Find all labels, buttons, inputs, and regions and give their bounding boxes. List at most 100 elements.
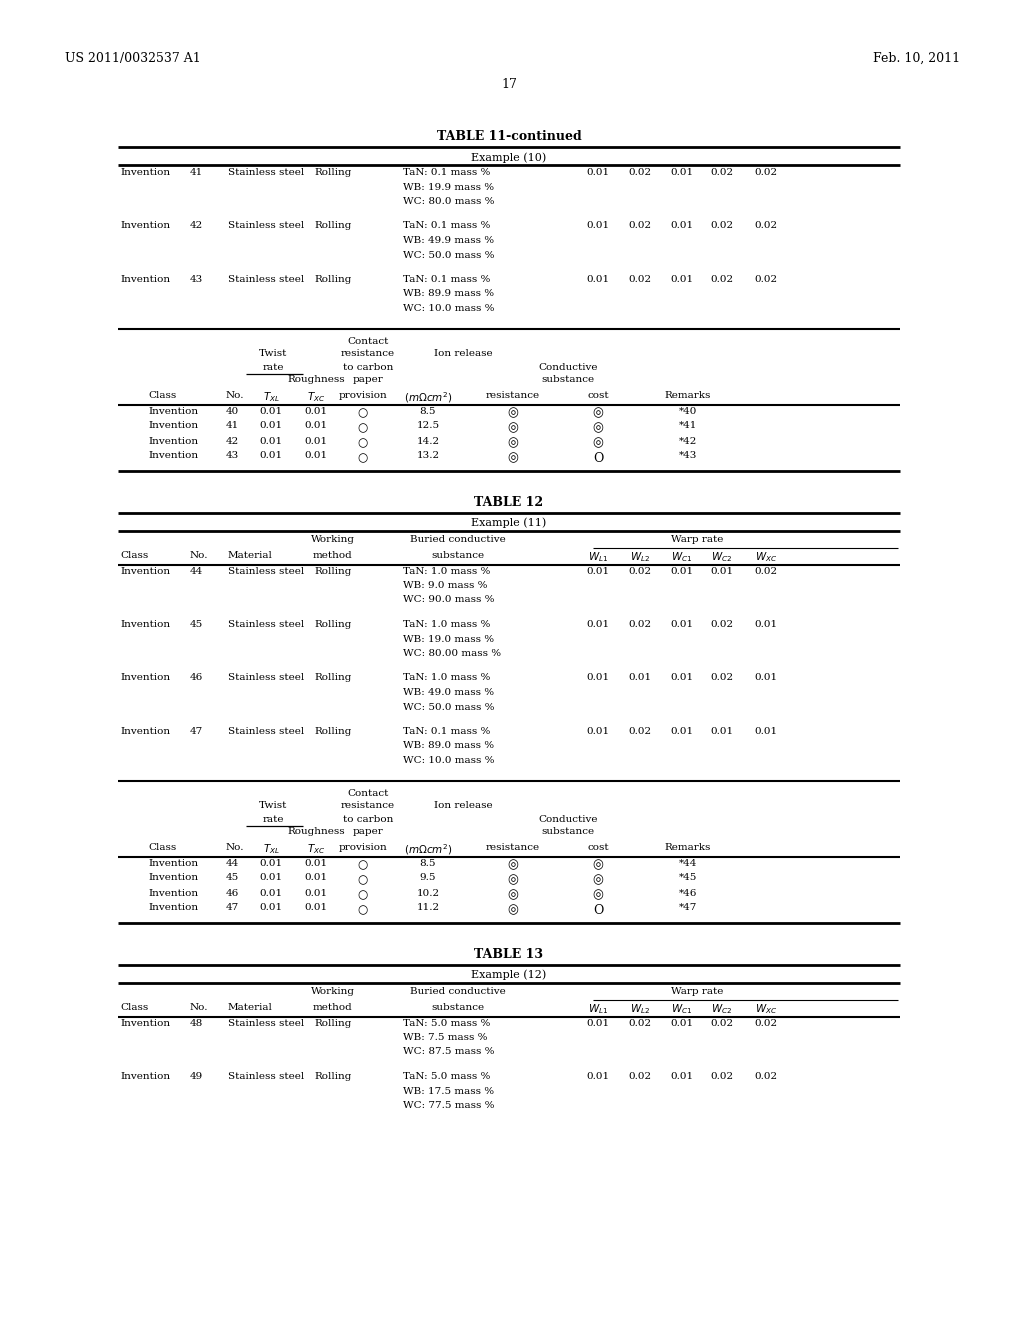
Text: $W_{XC}$: $W_{XC}$: [755, 550, 777, 565]
Text: Stainless steel: Stainless steel: [228, 1019, 304, 1027]
Text: 0.01: 0.01: [587, 566, 609, 576]
Text: to carbon: to carbon: [343, 363, 393, 371]
Text: Example (12): Example (12): [471, 969, 547, 979]
Text: substance: substance: [542, 375, 595, 384]
Text: WC: 87.5 mass %: WC: 87.5 mass %: [403, 1048, 495, 1056]
Text: Invention: Invention: [120, 727, 170, 737]
Text: 0.01: 0.01: [259, 888, 283, 898]
Text: 0.01: 0.01: [259, 421, 283, 430]
Text: Rolling: Rolling: [314, 673, 351, 682]
Text: provision: provision: [339, 391, 387, 400]
Text: Stainless steel: Stainless steel: [228, 222, 304, 231]
Text: TABLE 12: TABLE 12: [474, 495, 544, 508]
Text: $W_{C1}$: $W_{C1}$: [672, 1002, 692, 1016]
Text: 9.5: 9.5: [420, 874, 436, 883]
Text: 43: 43: [226, 451, 240, 461]
Text: TABLE 13: TABLE 13: [474, 948, 544, 961]
Text: 0.01: 0.01: [259, 858, 283, 867]
Text: 42: 42: [226, 437, 240, 446]
Text: Class: Class: [148, 842, 176, 851]
Text: Invention: Invention: [148, 874, 198, 883]
Text: WB: 9.0 mass %: WB: 9.0 mass %: [403, 581, 487, 590]
Text: $W_{L1}$: $W_{L1}$: [588, 1002, 608, 1016]
Text: 8.5: 8.5: [420, 407, 436, 416]
Text: cost: cost: [587, 842, 609, 851]
Text: 48: 48: [190, 1019, 203, 1027]
Text: $W_{XC}$: $W_{XC}$: [755, 1002, 777, 1016]
Text: Twist: Twist: [259, 350, 287, 359]
Text: 10.2: 10.2: [417, 888, 439, 898]
Text: WB: 89.0 mass %: WB: 89.0 mass %: [403, 742, 495, 751]
Text: 0.01: 0.01: [304, 888, 328, 898]
Text: ◎: ◎: [593, 421, 603, 434]
Text: resistance: resistance: [486, 391, 540, 400]
Text: $T_{XL}$: $T_{XL}$: [262, 842, 280, 857]
Text: 0.01: 0.01: [587, 222, 609, 231]
Text: Feb. 10, 2011: Feb. 10, 2011: [872, 51, 961, 65]
Text: 0.01: 0.01: [587, 168, 609, 177]
Text: substance: substance: [542, 828, 595, 837]
Text: ◎: ◎: [508, 858, 518, 871]
Text: 47: 47: [226, 903, 240, 912]
Text: ◎: ◎: [508, 407, 518, 420]
Text: Invention: Invention: [120, 222, 170, 231]
Text: US 2011/0032537 A1: US 2011/0032537 A1: [65, 51, 201, 65]
Text: ◎: ◎: [508, 421, 518, 434]
Text: 8.5: 8.5: [420, 858, 436, 867]
Text: O: O: [593, 903, 603, 916]
Text: Invention: Invention: [148, 421, 198, 430]
Text: ○: ○: [357, 437, 368, 450]
Text: 0.01: 0.01: [259, 451, 283, 461]
Text: 0.02: 0.02: [711, 1019, 733, 1027]
Text: 0.02: 0.02: [755, 222, 777, 231]
Text: Stainless steel: Stainless steel: [228, 673, 304, 682]
Text: 11.2: 11.2: [417, 903, 439, 912]
Text: 0.01: 0.01: [671, 1072, 693, 1081]
Text: $T_{XC}$: $T_{XC}$: [307, 842, 326, 857]
Text: *42: *42: [679, 437, 697, 446]
Text: 0.02: 0.02: [629, 168, 651, 177]
Text: rate: rate: [262, 814, 284, 824]
Text: 45: 45: [226, 874, 240, 883]
Text: 0.02: 0.02: [755, 168, 777, 177]
Text: ◎: ◎: [508, 451, 518, 465]
Text: 40: 40: [226, 407, 240, 416]
Text: ○: ○: [357, 451, 368, 465]
Text: Remarks: Remarks: [665, 842, 712, 851]
Text: 47: 47: [190, 727, 203, 737]
Text: WB: 19.9 mass %: WB: 19.9 mass %: [403, 182, 495, 191]
Text: *45: *45: [679, 874, 697, 883]
Text: WC: 90.0 mass %: WC: 90.0 mass %: [403, 595, 495, 605]
Text: $(m\Omega cm^2)$: $(m\Omega cm^2)$: [403, 391, 453, 405]
Text: 0.01: 0.01: [304, 451, 328, 461]
Text: 0.01: 0.01: [671, 620, 693, 630]
Text: Rolling: Rolling: [314, 168, 351, 177]
Text: Example (11): Example (11): [471, 517, 547, 528]
Text: Invention: Invention: [120, 1019, 170, 1027]
Text: $T_{XC}$: $T_{XC}$: [307, 391, 326, 404]
Text: 0.02: 0.02: [755, 275, 777, 284]
Text: 42: 42: [190, 222, 203, 231]
Text: Material: Material: [228, 550, 272, 560]
Text: 0.02: 0.02: [629, 1072, 651, 1081]
Text: Invention: Invention: [120, 168, 170, 177]
Text: WB: 49.9 mass %: WB: 49.9 mass %: [403, 236, 495, 246]
Text: 0.01: 0.01: [259, 874, 283, 883]
Text: No.: No.: [226, 842, 245, 851]
Text: 0.01: 0.01: [304, 903, 328, 912]
Text: TaN: 0.1 mass %: TaN: 0.1 mass %: [403, 168, 490, 177]
Text: Contact: Contact: [347, 788, 389, 797]
Text: Stainless steel: Stainless steel: [228, 275, 304, 284]
Text: 0.02: 0.02: [629, 566, 651, 576]
Text: 0.01: 0.01: [711, 727, 733, 737]
Text: Twist: Twist: [259, 801, 287, 810]
Text: 0.01: 0.01: [587, 275, 609, 284]
Text: TaN: 5.0 mass %: TaN: 5.0 mass %: [403, 1019, 490, 1027]
Text: Working: Working: [311, 987, 355, 997]
Text: 0.01: 0.01: [671, 168, 693, 177]
Text: WB: 89.9 mass %: WB: 89.9 mass %: [403, 289, 495, 298]
Text: Warp rate: Warp rate: [671, 536, 723, 544]
Text: 41: 41: [190, 168, 203, 177]
Text: ○: ○: [357, 407, 368, 420]
Text: 0.01: 0.01: [671, 673, 693, 682]
